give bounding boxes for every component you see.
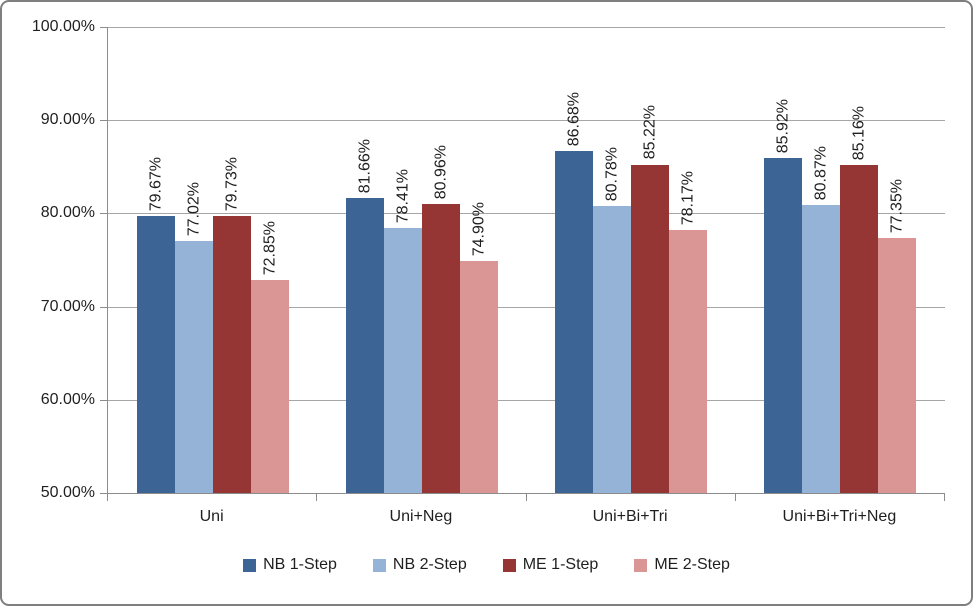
bar-value-label: 80.78% (603, 146, 621, 202)
bar: 80.78% (593, 147, 632, 493)
bar: 79.73% (212, 157, 251, 493)
bar-value-label: 85.16% (850, 106, 868, 161)
legend: NB 1-Step NB 2-Step ME 1-Step ME 2-Step (0, 556, 973, 574)
bar: 85.22% (631, 105, 670, 493)
x-axis-category-label: Uni+Bi+Tri+Neg (782, 508, 897, 525)
bar: 81.66% (345, 139, 384, 493)
bar-group: 79.67% 77.02% 79.73% 72.85% (108, 27, 317, 493)
bar-value-label: 78.41% (394, 168, 412, 224)
y-axis-tick (100, 306, 107, 308)
x-axis-category-label: Uni+Bi+Tri (592, 508, 668, 525)
legend-series-label: NB 1-Step (263, 556, 337, 573)
x-axis-tick (944, 494, 945, 501)
y-axis-tick-label: 100.00% (31, 18, 95, 35)
bar-value-label: 81.66% (356, 138, 374, 193)
y-axis-tick-label: 90.00% (40, 111, 95, 129)
bar: 77.35% (878, 179, 917, 493)
legend-item: ME 2-Step (634, 556, 730, 574)
y-gridline (108, 27, 945, 28)
legend-swatch (243, 558, 257, 572)
legend-series-label: ME 1-Step (522, 556, 599, 573)
bar-value-label: 79.73% (223, 156, 241, 211)
y-gridline (108, 399, 945, 401)
legend-swatch (372, 558, 386, 572)
legend-item: NB 1-Step (243, 556, 337, 574)
y-axis-tick-label: 80.00% (40, 204, 95, 222)
y-axis-tick (100, 399, 107, 401)
bar-value-label: 85.92% (774, 98, 792, 154)
y-axis-tick (100, 213, 107, 215)
bar: 79.67% (136, 157, 175, 493)
y-axis-tick (100, 27, 107, 28)
y-axis-tick-label: 50.00% (40, 484, 95, 501)
bar-value-label: 85.22% (641, 105, 659, 160)
legend-series-label: NB 2-Step (392, 556, 467, 573)
bar: 72.85% (250, 221, 289, 493)
bar: 85.92% (764, 99, 803, 493)
bar-value-label: 80.87% (812, 146, 830, 201)
x-axis-tick (316, 494, 318, 501)
y-axis-tick (100, 493, 107, 494)
x-axis-tick (107, 494, 108, 501)
x-axis-category-label: Uni (199, 508, 224, 525)
bar-value-label: 86.68% (565, 91, 583, 147)
y-gridline (108, 306, 945, 308)
bar: 78.17% (669, 171, 708, 493)
bar-value-label: 79.67% (147, 157, 165, 212)
bar: 86.68% (555, 92, 594, 493)
y-gridline (108, 213, 945, 215)
bar: 78.41% (383, 169, 422, 493)
bar-value-label: 78.17% (679, 171, 697, 226)
bar-value-label: 77.35% (888, 178, 906, 234)
bar: 77.02% (174, 182, 213, 493)
y-axis-tick-label: 70.00% (40, 297, 95, 315)
y-axis-tick-label: 60.00% (40, 390, 95, 408)
bar-group: 85.92% 80.87% 85.16% 77.35% (736, 27, 945, 493)
legend-series-label: ME 2-Step (654, 556, 730, 573)
x-axis-tick (734, 494, 736, 501)
bar: 80.96% (421, 145, 460, 493)
bar-value-label: 72.85% (261, 220, 279, 276)
legend-item: NB 2-Step (372, 556, 467, 574)
y-axis-tick (100, 120, 107, 122)
bar: 74.90% (459, 202, 498, 493)
legend-swatch (634, 558, 648, 572)
legend-item: ME 1-Step (502, 556, 599, 574)
legend-swatch (502, 558, 516, 572)
bar-group: 86.68% 80.78% 85.22% 78.17% (527, 27, 736, 493)
bar: 85.16% (840, 106, 879, 493)
bar-value-label: 74.90% (470, 201, 488, 256)
plot-area: 79.67% 77.02% 79.73% 72.85% 81.66% 78.41% 80.9… (107, 27, 945, 494)
bar: 80.87% (802, 146, 841, 493)
bar-value-label: 77.02% (185, 181, 203, 237)
bar-value-label: 80.96% (432, 145, 450, 200)
bar-group: 81.66% 78.41% 80.96% 74.90% (317, 27, 526, 493)
y-gridline (108, 120, 945, 122)
x-axis-tick (525, 494, 527, 501)
x-axis-category-label: Uni+Neg (389, 508, 453, 525)
